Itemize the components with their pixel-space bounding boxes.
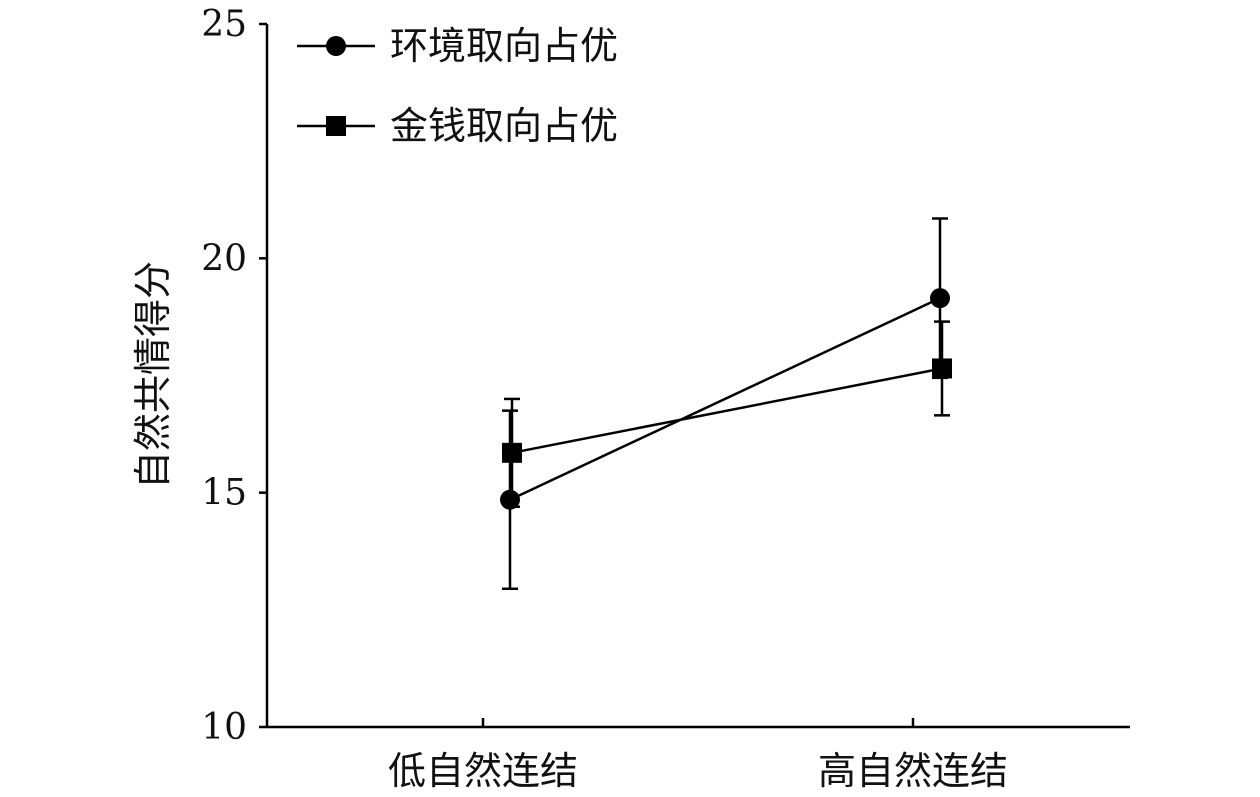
y-tick-label: 25: [201, 4, 247, 45]
axes: [265, 24, 1130, 729]
x-tick-label: 高自然连结: [818, 749, 1008, 793]
y-tick-label: 15: [201, 473, 247, 514]
series-layer: [500, 217, 952, 590]
series-circle: [500, 217, 950, 590]
series-square: [502, 320, 952, 508]
y-axis-title: 自然共情得分: [131, 261, 175, 489]
legend-marker-square: [326, 116, 346, 136]
data-point-circle: [500, 489, 520, 510]
y-tick-label: 10: [201, 707, 247, 748]
series-line: [509, 297, 941, 501]
y-ticks: 10 15 20 25: [201, 4, 267, 748]
series-line: [511, 367, 943, 455]
legend-item: 环境取向占优: [297, 24, 618, 68]
x-ticks: 低自然连结 高自然连结: [388, 718, 1008, 793]
legend-label: 环境取向占优: [390, 24, 618, 68]
data-point-square: [932, 358, 952, 379]
legend-marker-circle: [326, 36, 346, 56]
data-point-circle: [930, 288, 950, 309]
data-point-square: [502, 442, 522, 463]
legend-label: 金钱取向占优: [390, 104, 618, 148]
legend-item: 金钱取向占优: [297, 104, 618, 148]
y-tick-label: 20: [201, 238, 247, 279]
x-tick-label: 低自然连结: [388, 749, 578, 793]
